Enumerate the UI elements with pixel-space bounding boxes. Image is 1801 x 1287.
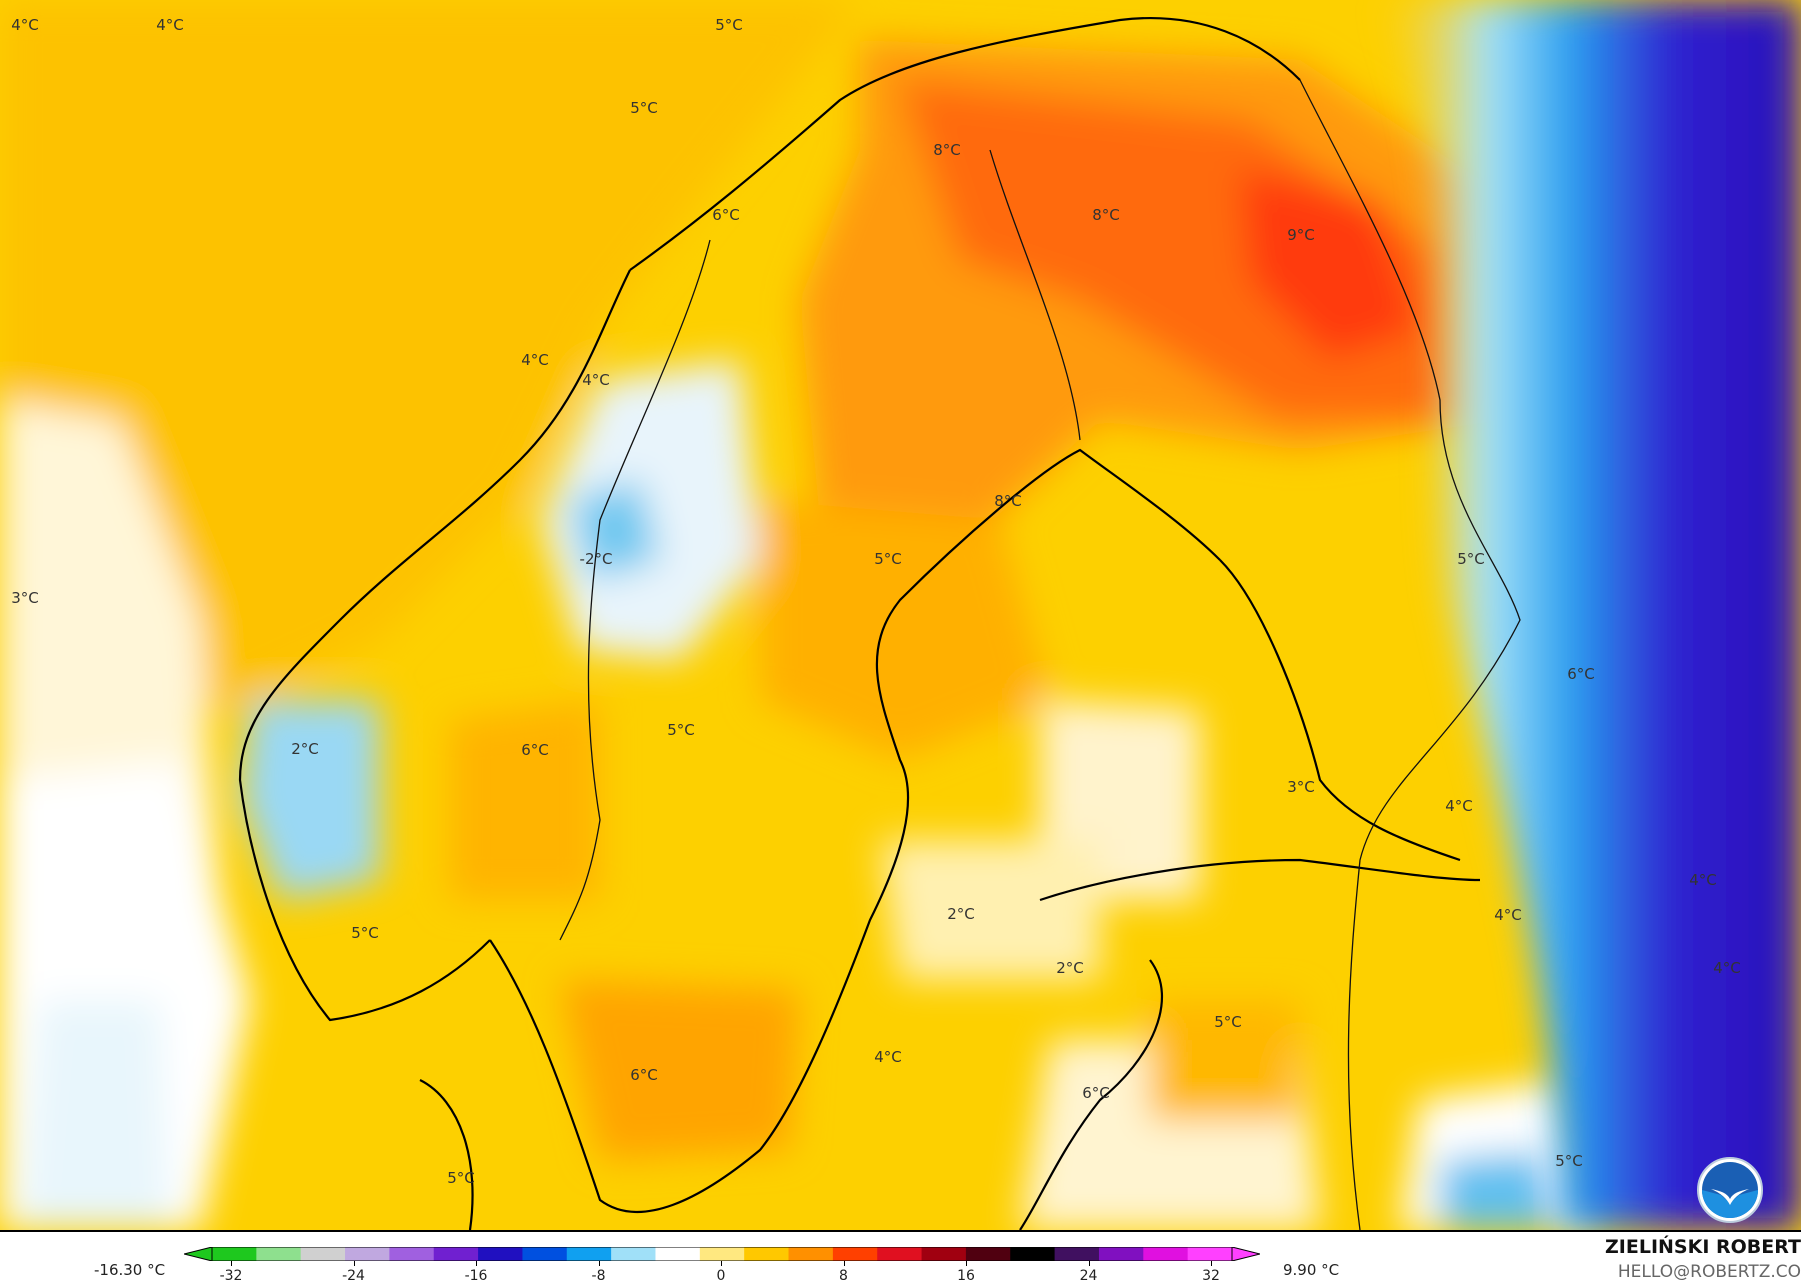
- temperature-label: 5°C: [351, 924, 379, 942]
- colorbar-tick-mark: [598, 1261, 600, 1266]
- colorbar-cell: [478, 1247, 523, 1261]
- colorbar-tick-mark: [353, 1261, 355, 1266]
- noaa-logo: [1697, 1157, 1763, 1223]
- temperature-label: 5°C: [874, 550, 902, 568]
- temperature-label: 2°C: [947, 905, 975, 923]
- colorbar-tick-label: 8: [839, 1268, 848, 1284]
- temperature-label: 8°C: [933, 141, 961, 159]
- colorbar-cell: [832, 1247, 878, 1261]
- temperature-label: 4°C: [1689, 871, 1717, 889]
- colorbar-tick-label: 0: [716, 1268, 726, 1284]
- temperature-label: 6°C: [712, 206, 740, 224]
- temperature-label: 3°C: [1287, 778, 1315, 796]
- colorbar-cell: [1143, 1247, 1189, 1261]
- temperature-label: 4°C: [156, 16, 184, 34]
- legend-min-value: -16.30 °C: [94, 1261, 166, 1279]
- temperature-label: 5°C: [1457, 550, 1485, 568]
- colorbar-cell: [1187, 1247, 1233, 1261]
- colorbar-cell: [345, 1247, 390, 1261]
- temperature-label: 4°C: [11, 16, 39, 34]
- color-scale-bar: [184, 1247, 1260, 1261]
- temperature-label: 6°C: [521, 741, 549, 759]
- colorbar-cell: [965, 1247, 1011, 1261]
- colorbar-cell: [699, 1247, 745, 1261]
- temperature-label: 4°C: [1494, 906, 1522, 924]
- colorbar-tick-label: 24: [1079, 1268, 1098, 1284]
- colorbar-cell: [256, 1247, 302, 1261]
- colorbar-cell: [566, 1247, 612, 1261]
- temperature-label: -2°C: [579, 550, 613, 568]
- colorbar-tick-label: 32: [1202, 1268, 1220, 1284]
- colorbar-cell: [1054, 1247, 1100, 1261]
- colorbar-cell: [788, 1247, 834, 1261]
- temperature-label: 6°C: [1082, 1084, 1110, 1102]
- colorbar-cell: [300, 1247, 346, 1261]
- colorbar-cell: [212, 1247, 257, 1261]
- colorbar-cell: [1010, 1247, 1056, 1261]
- temperature-label: 8°C: [1092, 206, 1120, 224]
- colorbar-cell: [611, 1247, 656, 1261]
- temperature-label: 9°C: [1287, 226, 1315, 244]
- temperature-label: 5°C: [630, 99, 658, 117]
- temperature-label: 5°C: [667, 721, 695, 739]
- temperature-label: 4°C: [874, 1048, 902, 1066]
- legend-max-value: 9.90 °C: [1283, 1261, 1340, 1279]
- temperature-field: [0, 0, 1801, 1230]
- colorbar-tick-mark: [231, 1261, 232, 1266]
- colorbar-tick-label: -16: [464, 1268, 488, 1284]
- borders: [559, 79, 1521, 1230]
- colorbar-tick-label: 16: [957, 1268, 975, 1284]
- temperature-label: 2°C: [291, 740, 319, 758]
- temperature-label: 3°C: [11, 589, 39, 607]
- cold-air-mass: [1380, 0, 1801, 1230]
- colorbar-tick-mark: [1211, 1261, 1212, 1266]
- temperature-label: 5°C: [447, 1169, 475, 1187]
- temperature-label: 8°C: [994, 492, 1022, 510]
- coastlines: [238, 16, 1481, 1230]
- colorbar-cell: [921, 1247, 967, 1261]
- colorbar-min-arrow: [184, 1247, 213, 1261]
- temperature-label: 5°C: [1214, 1013, 1242, 1031]
- colorbar-tick-mark: [843, 1261, 845, 1266]
- colorbar-tick-mark: [721, 1261, 722, 1266]
- colorbar-tick-label: -32: [219, 1268, 243, 1284]
- temperature-label: 5°C: [1555, 1152, 1583, 1170]
- temperature-label: 2°C: [1056, 959, 1084, 977]
- colorbar-cell: [877, 1247, 923, 1261]
- colorbar-tick-mark: [966, 1261, 967, 1266]
- colorbar-cell: [1098, 1247, 1144, 1261]
- colorbar-cell: [744, 1247, 790, 1261]
- colorbar-tick-label: -8: [591, 1268, 606, 1284]
- author-credit: ZIELIŃSKI ROBERT: [1605, 1236, 1801, 1258]
- temperature-label: 4°C: [1445, 797, 1473, 815]
- temperature-label: 4°C: [1713, 959, 1741, 977]
- colorbar-cell: [389, 1247, 435, 1261]
- author-email: HELLO@ROBERTZ.CO: [1617, 1262, 1801, 1282]
- colorbar-tick-mark: [1088, 1261, 1090, 1266]
- colorbar-cell: [433, 1247, 479, 1261]
- temperature-label: 4°C: [582, 371, 610, 389]
- temperature-map: 4°C 4°C 5°C 5°C 8°C 6°C 8°C 9°C 4°C 4°C 8°C -2°C 5°C…: [0, 0, 1801, 1232]
- temperature-label: 4°C: [521, 351, 549, 369]
- temperature-label: 6°C: [630, 1066, 658, 1084]
- temperature-label: 5°C: [715, 16, 743, 34]
- colorbar-cell: [655, 1247, 701, 1261]
- temperature-label: 6°C: [1567, 665, 1595, 683]
- colorbar-tick-mark: [476, 1261, 477, 1266]
- colorbar-max-arrow: [1231, 1247, 1260, 1261]
- colorbar-tick-label: -24: [342, 1268, 365, 1284]
- colorbar-cell: [522, 1247, 568, 1261]
